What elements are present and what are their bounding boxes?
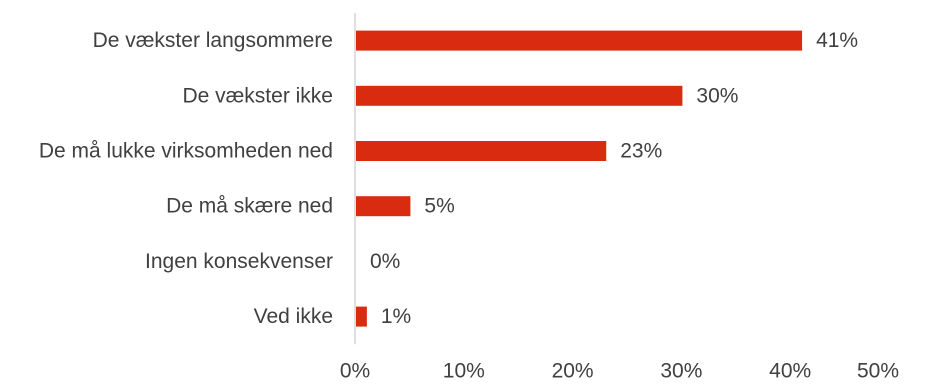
value-label: 23% xyxy=(620,140,662,163)
category-label: De må skære ned xyxy=(166,195,333,218)
x-tick-label: 20% xyxy=(552,360,594,383)
x-tick-label: 40% xyxy=(769,360,811,383)
x-axis-tick-labels: 0% 10% 20% 30% 40% 50% xyxy=(340,360,899,383)
value-label: 30% xyxy=(696,84,738,107)
value-labels: 41% 30% 23% 5% 0% 1% xyxy=(370,29,858,328)
value-label: 0% xyxy=(370,250,400,273)
value-label: 41% xyxy=(816,29,858,52)
category-labels: De vækster langsommere De vækster ikke De … xyxy=(39,29,333,328)
category-label: Ved ikke xyxy=(254,305,333,328)
category-label: De vækster ikke xyxy=(182,84,333,107)
x-tick-label: 30% xyxy=(660,360,702,383)
value-label: 1% xyxy=(381,305,411,328)
category-label: De vækster langsommere xyxy=(93,29,333,52)
bar xyxy=(356,306,367,327)
bar xyxy=(356,85,683,106)
x-tick-label: 10% xyxy=(443,360,485,383)
x-tick-label: 0% xyxy=(340,360,370,383)
bar xyxy=(356,30,803,51)
value-label: 5% xyxy=(424,195,454,218)
category-label: Ingen konsekvenser xyxy=(145,250,333,273)
bars-group xyxy=(356,30,803,327)
bar xyxy=(356,141,607,161)
x-tick-label: 50% xyxy=(857,360,899,383)
bar xyxy=(356,196,411,217)
category-label: De må lukke virksomheden ned xyxy=(39,140,333,163)
